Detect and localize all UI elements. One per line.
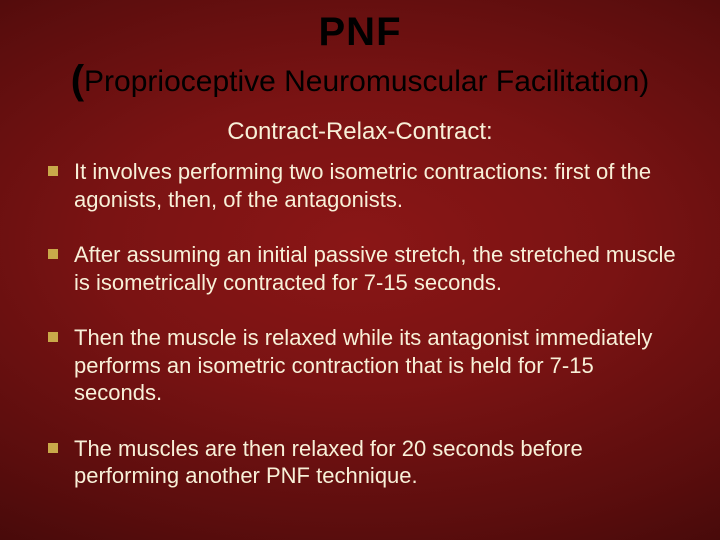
section-subtitle: Contract-Relax-Contract: <box>40 118 680 146</box>
bullet-text: The muscles are then relaxed for 20 seco… <box>74 435 680 490</box>
list-item: It involves performing two isometric con… <box>48 158 680 213</box>
square-bullet-icon <box>48 166 58 176</box>
title-sub-text: Proprioceptive Neuromuscular Facilitatio… <box>84 65 649 98</box>
square-bullet-icon <box>48 332 58 342</box>
title-paren-open: ( <box>71 58 84 102</box>
bullet-text: It involves performing two isometric con… <box>74 158 680 213</box>
list-item: After assuming an initial passive stretc… <box>48 241 680 296</box>
slide: PNF (Proprioceptive Neuromuscular Facili… <box>0 0 720 540</box>
title-subtitle-line: (Proprioceptive Neuromuscular Facilitati… <box>40 56 680 104</box>
title-block: PNF (Proprioceptive Neuromuscular Facili… <box>40 10 680 104</box>
title-main: PNF <box>40 10 680 54</box>
square-bullet-icon <box>48 249 58 259</box>
list-item: The muscles are then relaxed for 20 seco… <box>48 435 680 490</box>
list-item: Then the muscle is relaxed while its ant… <box>48 324 680 407</box>
bullet-text: Then the muscle is relaxed while its ant… <box>74 324 680 407</box>
bullet-text: After assuming an initial passive stretc… <box>74 241 680 296</box>
square-bullet-icon <box>48 443 58 453</box>
bullet-list: It involves performing two isometric con… <box>40 158 680 520</box>
